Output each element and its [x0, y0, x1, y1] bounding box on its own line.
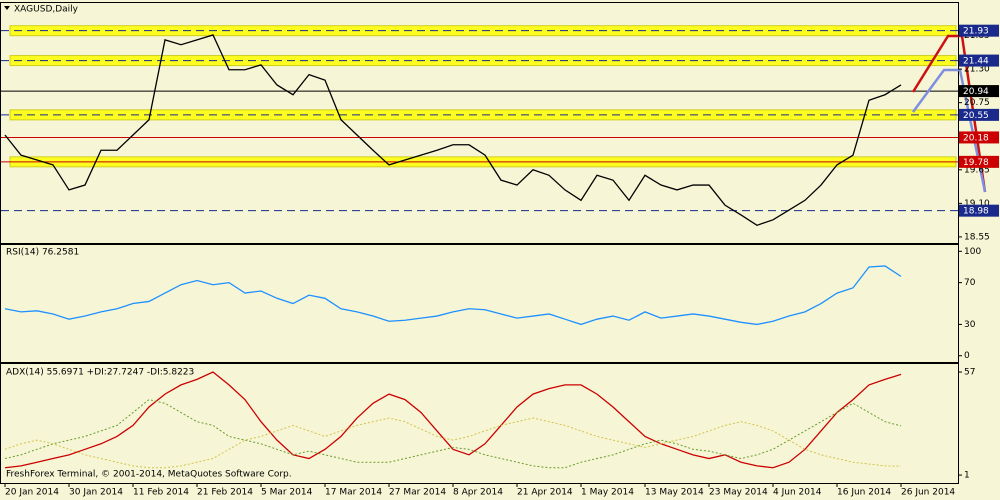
- x-tick-label: 11 Feb 2014: [133, 488, 189, 498]
- rsi-panel: [0, 244, 959, 363]
- level-label-box: [959, 54, 999, 67]
- price-panel: [0, 2, 959, 244]
- level-label-box: [959, 24, 999, 37]
- y-tick-label: 30: [964, 320, 976, 330]
- level-label-box: [959, 155, 999, 168]
- x-tick-label: 30 Jan 2014: [69, 488, 123, 498]
- adx-title: ADX(14) 55.6971 +DI:27.7247 -DI:5.8223: [6, 368, 194, 378]
- y-tick-label: 57: [964, 368, 975, 378]
- credit: FreshForex Terminal, © 2001-2014, MetaQu…: [6, 470, 292, 480]
- x-tick-label: 17 Mar 2014: [325, 488, 382, 498]
- adx-panel: [0, 363, 959, 484]
- x-tick-label: 23 May 2014: [709, 488, 768, 498]
- y-tick-label: 20.75: [964, 98, 990, 108]
- x-tick-label: 20 Jan 2014: [5, 488, 59, 498]
- level-label: 20.55: [963, 111, 989, 121]
- price-title: XAGUSD,Daily: [14, 5, 79, 15]
- x-tick-label: 27 Mar 2014: [389, 488, 446, 498]
- level-label: 21.44: [963, 57, 989, 67]
- y-tick-label: 0: [964, 351, 970, 361]
- x-tick-label: 26 Jun 2014: [901, 488, 955, 498]
- y-tick-label: 19.10: [964, 199, 990, 209]
- line-series: [4, 371, 902, 469]
- x-tick-label: 8 Apr 2014: [453, 488, 503, 498]
- x-tick-label: 21 Apr 2014: [517, 488, 573, 498]
- x-tick-label: 5 Mar 2014: [261, 488, 313, 498]
- y-tick-label: 70: [964, 278, 976, 288]
- level-label: 20.94: [963, 87, 989, 97]
- rsi-title: RSI(14) 76.2581: [6, 248, 79, 258]
- line-series: [4, 417, 902, 469]
- level-label-box: [959, 108, 999, 121]
- level-label: 18.98: [963, 207, 989, 217]
- x-tick-label: 1 May 2014: [581, 488, 634, 498]
- blue-arrow: [911, 68, 987, 193]
- level-label: 19.78: [963, 158, 989, 168]
- y-tick-label: 18.55: [964, 232, 990, 242]
- level-label: 21.93: [963, 27, 989, 37]
- x-tick-label: 13 May 2014: [645, 488, 704, 498]
- level-label-box: [959, 131, 999, 144]
- level-label: 20.18: [963, 133, 989, 143]
- y-tick-label: 21.30: [964, 65, 990, 75]
- y-tick-label: 1: [964, 471, 970, 481]
- x-tick-label: 21 Feb 2014: [197, 488, 253, 498]
- line-series: [4, 265, 902, 326]
- level-label-box: [959, 204, 999, 217]
- y-tick-label: 19.65: [964, 165, 990, 175]
- line-series: [4, 34, 902, 227]
- line-series: [4, 399, 902, 469]
- level-label-box: [959, 85, 999, 98]
- x-tick-label: 4 Jun 2014: [773, 488, 822, 498]
- x-tick-label: 16 Jun 2014: [837, 488, 891, 498]
- menu-icon: [4, 6, 10, 10]
- y-tick-label: 100: [964, 247, 981, 257]
